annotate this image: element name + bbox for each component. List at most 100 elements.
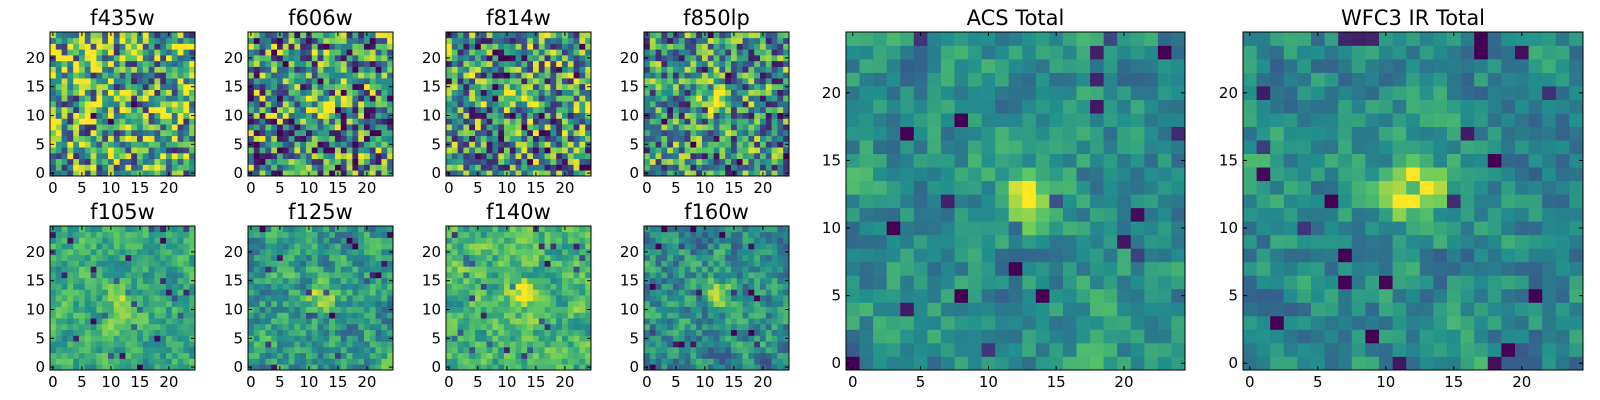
heatmap-cell <box>125 32 132 39</box>
heatmap-cell <box>61 243 68 250</box>
heatmap-cell <box>533 49 540 56</box>
heatmap-cell <box>515 106 522 113</box>
heatmap-cell <box>696 312 703 319</box>
heatmap-cell <box>486 346 493 354</box>
heatmap-cell <box>358 164 365 171</box>
heatmap-cell <box>748 295 755 302</box>
heatmap-cell <box>451 147 458 154</box>
heatmap-cell <box>381 170 388 177</box>
heatmap-cell <box>248 129 255 137</box>
heatmap-cell <box>509 266 516 273</box>
heatmap-cell <box>329 78 336 85</box>
heatmap-cell <box>282 272 289 279</box>
heatmap-cell <box>282 101 289 108</box>
heatmap-cell <box>271 83 278 90</box>
heatmap-cell <box>533 283 540 290</box>
heatmap-cell <box>294 266 301 273</box>
heatmap-cell <box>171 306 178 313</box>
heatmap-cell <box>480 295 487 302</box>
heatmap-cell <box>585 101 592 108</box>
heatmap-cell <box>177 295 184 302</box>
heatmap-cell <box>142 118 149 125</box>
heatmap-cell <box>358 323 365 331</box>
heatmap-cell <box>67 49 74 56</box>
heatmap-cell <box>579 272 586 279</box>
heatmap-cell <box>253 231 260 238</box>
heatmap-cell <box>509 55 516 62</box>
heatmap-cell <box>346 306 353 313</box>
heatmap-cell <box>166 318 173 325</box>
heatmap-cell <box>84 147 91 154</box>
heatmap-cell <box>544 266 551 273</box>
heatmap-cell <box>265 341 272 348</box>
heatmap-cell <box>277 231 284 238</box>
heatmap-cell <box>486 170 493 177</box>
heatmap-cell <box>451 89 458 96</box>
heatmap-cell <box>300 249 307 256</box>
heatmap-cell <box>463 329 470 336</box>
heatmap-cell <box>113 358 120 365</box>
heatmap-cell <box>375 89 382 96</box>
heatmap-cell <box>79 147 86 154</box>
heatmap-cell <box>288 141 295 148</box>
y-tick-label: 0 <box>629 164 639 182</box>
heatmap-cell <box>294 106 301 113</box>
heatmap-cell <box>469 318 476 325</box>
heatmap-cell <box>265 66 272 73</box>
heatmap-cell <box>748 358 755 365</box>
heatmap-cell <box>171 318 178 325</box>
heatmap-cell <box>765 306 772 313</box>
heatmap-cell <box>381 243 388 250</box>
heatmap-cell <box>387 32 394 39</box>
heatmap-cell <box>387 37 394 44</box>
heatmap-cell <box>579 277 586 284</box>
heatmap-cell <box>125 358 132 365</box>
heatmap-cell <box>521 32 528 39</box>
heatmap-cell <box>340 312 347 319</box>
heatmap-cell <box>544 352 551 359</box>
heatmap-cell <box>79 83 86 90</box>
heatmap-cell <box>533 135 540 142</box>
heatmap-cell <box>119 55 126 62</box>
heatmap-cell <box>113 55 120 62</box>
heatmap-cell <box>335 95 342 102</box>
heatmap-cell <box>79 72 86 79</box>
heatmap-cell <box>300 158 307 165</box>
heatmap-cell <box>277 260 284 267</box>
heatmap-cell <box>177 335 184 342</box>
heatmap-cell <box>335 243 342 250</box>
heatmap-cell <box>166 237 173 244</box>
heatmap-cell <box>777 95 784 102</box>
heatmap-cell <box>475 260 482 267</box>
heatmap-cell <box>736 358 743 365</box>
heatmap-cell <box>644 300 651 307</box>
heatmap-cell <box>73 83 80 90</box>
heatmap-cell <box>533 101 540 108</box>
heatmap-cell <box>317 164 324 171</box>
heatmap-cell <box>375 358 382 365</box>
heatmap-cell <box>102 277 109 284</box>
heatmap-cell <box>311 272 318 279</box>
axes-frame <box>49 31 196 177</box>
heatmap-cell <box>655 170 662 177</box>
heatmap-cell <box>79 37 86 44</box>
heatmap-cell <box>102 237 109 244</box>
heatmap-cell <box>102 78 109 85</box>
heatmap-cell <box>265 164 272 171</box>
heatmap-cell <box>381 60 388 67</box>
heatmap-cell <box>777 135 784 142</box>
heatmap-cell <box>154 243 161 250</box>
heatmap-cell <box>713 83 720 90</box>
heatmap-cell <box>131 289 138 296</box>
heatmap-cell <box>340 346 347 354</box>
heatmap-cell <box>446 237 453 244</box>
heatmap-cell <box>480 37 487 44</box>
heatmap-cell <box>579 249 586 256</box>
heatmap-cell <box>96 352 103 359</box>
heatmap-cell <box>556 277 563 284</box>
heatmap-cell <box>550 158 557 165</box>
heatmap-cell <box>300 260 307 267</box>
heatmap-cell <box>702 78 709 85</box>
heatmap-cell <box>294 323 301 331</box>
heatmap-cell <box>55 323 62 331</box>
